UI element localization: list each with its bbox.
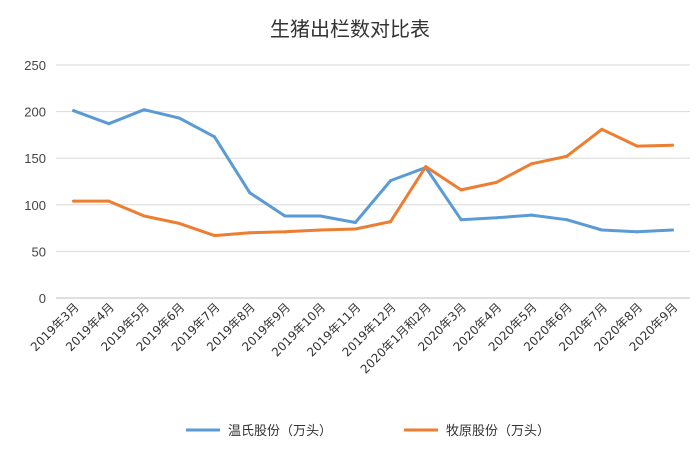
- data-point-series-2: [107, 199, 111, 203]
- y-tick-label: 100: [24, 198, 46, 213]
- data-point-series-1: [318, 214, 322, 218]
- data-point-series-1: [353, 221, 357, 225]
- legend: 温氏股份（万头） 牧原股份（万头）: [186, 424, 550, 439]
- gridlines: [56, 64, 690, 299]
- y-tick-label: 250: [24, 58, 46, 73]
- data-point-series-1: [248, 191, 252, 195]
- data-point-series-2: [177, 221, 181, 225]
- data-point-series-2: [494, 180, 498, 184]
- x-axis-ticks: 2019年3月2019年4月2019年5月2019年6月2019年7月2019年…: [28, 300, 681, 376]
- data-point-series-1: [459, 218, 463, 222]
- data-point-series-2: [213, 234, 216, 238]
- data-point-series-2: [424, 165, 428, 169]
- data-point-series-1: [635, 230, 639, 234]
- data-point-series-2: [600, 127, 604, 131]
- y-tick-label: 200: [24, 105, 46, 120]
- y-tick-label: 50: [32, 244, 46, 259]
- data-point-series-1: [213, 135, 216, 139]
- series-line-2: [72, 127, 674, 238]
- y-axis-ticks: 0 50 100 150 200 250: [24, 58, 46, 306]
- data-point-series-1: [494, 216, 498, 220]
- legend-label-1: 温氏股份（万头）: [228, 424, 332, 439]
- data-point-series-1: [530, 213, 533, 217]
- data-point-series-1: [389, 179, 393, 183]
- data-point-series-1: [72, 109, 76, 113]
- data-point-series-1: [565, 218, 569, 222]
- y-tick-label: 150: [24, 151, 46, 166]
- data-point-series-2: [565, 154, 569, 158]
- data-point-series-1: [283, 214, 287, 218]
- data-point-series-2: [635, 144, 639, 148]
- y-tick-label: 0: [39, 291, 46, 306]
- data-point-series-2: [353, 227, 357, 231]
- data-point-series-2: [248, 231, 252, 235]
- data-point-series-2: [283, 230, 287, 234]
- legend-label-2: 牧原股份（万头）: [446, 424, 550, 439]
- data-point-series-2: [459, 188, 463, 192]
- data-point-series-2: [530, 162, 533, 166]
- data-point-series-2: [670, 143, 674, 147]
- data-point-series-1: [142, 108, 146, 112]
- data-point-series-1: [177, 116, 181, 120]
- data-point-series-2: [318, 228, 322, 232]
- series-line-1: [72, 108, 674, 234]
- data-point-series-1: [107, 122, 111, 126]
- data-point-series-2: [72, 199, 76, 203]
- chart-title: 生猪出栏数对比表: [270, 17, 430, 41]
- data-point-series-2: [142, 214, 146, 218]
- data-point-series-1: [600, 228, 604, 232]
- data-point-series-2: [389, 220, 393, 224]
- data-point-series-1: [670, 228, 674, 232]
- series-lines: [72, 108, 674, 238]
